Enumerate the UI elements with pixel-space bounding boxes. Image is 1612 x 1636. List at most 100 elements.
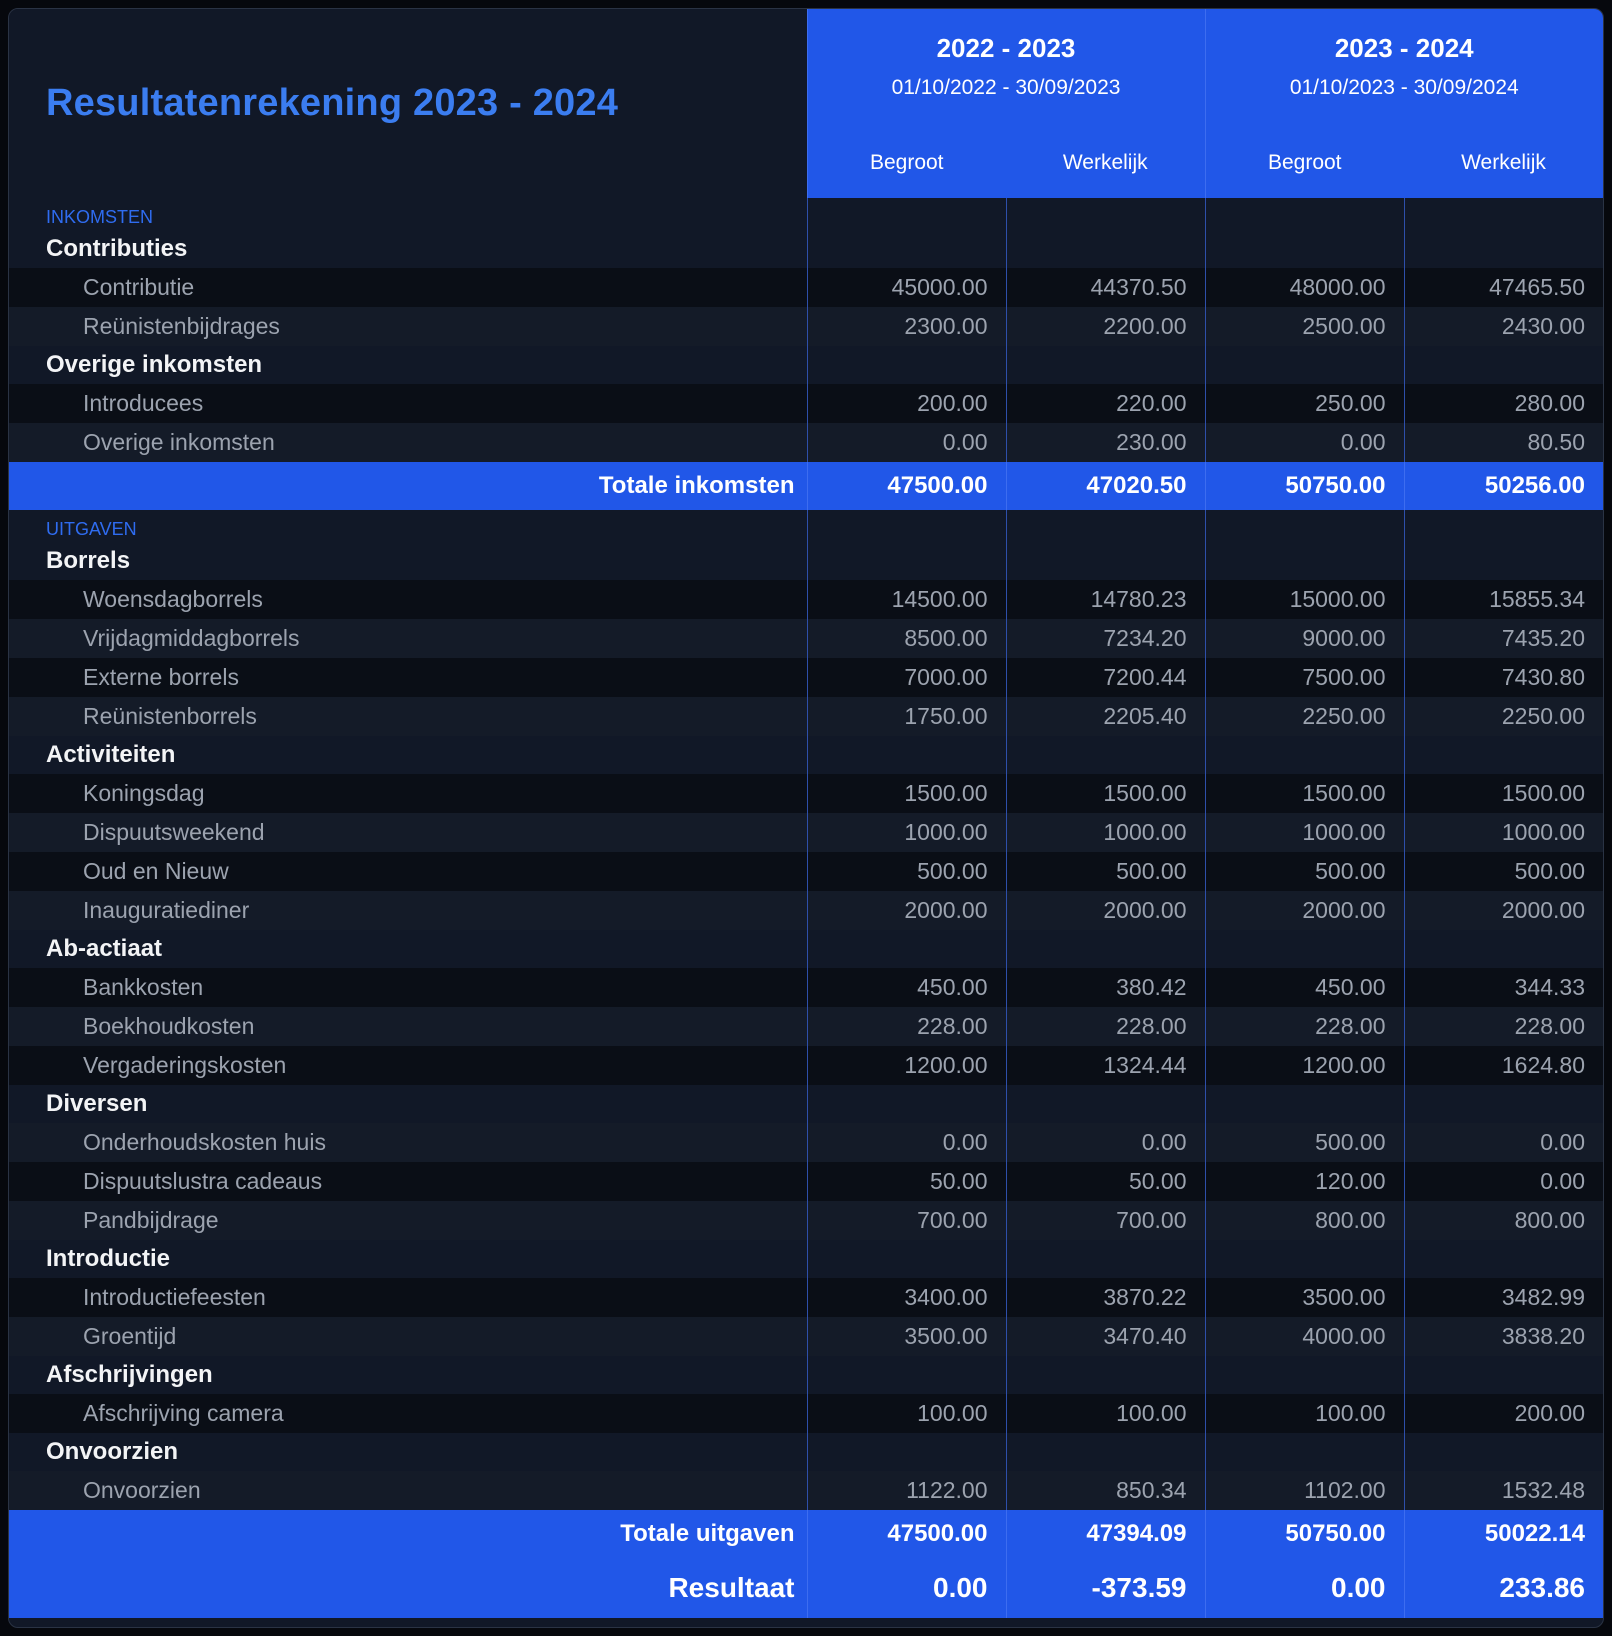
item-label: Vrijdagmiddagborrels: [9, 619, 807, 658]
group-row: Overige inkomsten: [9, 346, 1603, 384]
amount-cell: 44370.50: [1005, 268, 1205, 307]
amount-cell: 100.00: [1204, 1394, 1404, 1433]
section-label: UITGAVEN: [46, 519, 137, 539]
table-row: Overige inkomsten 0.00 230.00 0.00 80.50: [9, 423, 1603, 462]
empty-cell: [1204, 542, 1404, 580]
income-total-row: Totale inkomsten 47500.00 47020.50 50750.00…: [9, 462, 1603, 510]
group-row: Diversen: [9, 1085, 1603, 1123]
total-amount: 47394.09: [1005, 1510, 1205, 1558]
item-label: Woensdagborrels: [9, 580, 807, 619]
result-row: Resultaat 0.00 -373.59 0.00 233.86: [9, 1558, 1603, 1618]
amount-cell: 100.00: [806, 1394, 1006, 1433]
amount-cell: 1624.80: [1403, 1046, 1603, 1085]
empty-cell: [1005, 510, 1205, 542]
table-row: Woensdagborrels 14500.00 14780.23 15000.00 1…: [9, 580, 1603, 619]
empty-cell: [1005, 346, 1205, 384]
amount-cell: 280.00: [1403, 384, 1603, 423]
amount-cell: 3838.20: [1403, 1317, 1603, 1356]
empty-cell: [806, 736, 1006, 774]
empty-cell: [1403, 346, 1603, 384]
item-label: Oud en Nieuw: [9, 852, 807, 891]
empty-cell: [1204, 736, 1404, 774]
page-title: Resultatenrekening 2023 - 2024: [46, 82, 619, 124]
group-row: Contributies: [9, 230, 1603, 268]
amount-cell: 500.00: [806, 852, 1006, 891]
table-row: Vrijdagmiddagborrels 8500.00 7234.20 9000.0…: [9, 619, 1603, 658]
empty-cell: [1403, 510, 1603, 542]
income-statement-table: Resultatenrekening 2023 - 2024 2022 - 20…: [9, 9, 1603, 1618]
period-name: 2022 - 2023: [936, 33, 1076, 63]
amount-cell: 7430.80: [1403, 658, 1603, 697]
amount-cell: 0.00: [806, 423, 1006, 462]
amount-cell: 450.00: [806, 968, 1006, 1007]
amount-cell: 500.00: [1005, 852, 1205, 891]
group-row: Activiteiten: [9, 736, 1603, 774]
empty-cell: [806, 1356, 1006, 1394]
total-amount: 50750.00: [1204, 462, 1404, 510]
table-row: Reünistenbijdrages 2300.00 2200.00 2500.00 2…: [9, 307, 1603, 346]
empty-cell: [1204, 230, 1404, 268]
amount-cell: 2000.00: [1005, 891, 1205, 930]
amount-cell: 0.00: [1403, 1162, 1603, 1201]
amount-cell: 380.42: [1005, 968, 1205, 1007]
column-header-begroot: Begroot: [806, 137, 1006, 198]
amount-cell: 2205.40: [1005, 697, 1205, 736]
empty-cell: [806, 510, 1006, 542]
group-label: Activiteiten: [46, 741, 176, 768]
amount-cell: 2250.00: [1403, 697, 1603, 736]
period-name: 2023 - 2024: [1334, 33, 1474, 63]
empty-cell: [1403, 542, 1603, 580]
amount-cell: 228.00: [1005, 1007, 1205, 1046]
empty-cell: [806, 1433, 1006, 1471]
empty-cell: [1204, 1433, 1404, 1471]
total-amount: 47020.50: [1005, 462, 1205, 510]
amount-cell: 3870.22: [1005, 1278, 1205, 1317]
item-label: Dispuutslustra cadeaus: [9, 1162, 807, 1201]
amount-cell: 7435.20: [1403, 619, 1603, 658]
total-label: Totale uitgaven: [9, 1510, 807, 1558]
empty-cell: [1005, 1433, 1205, 1471]
empty-cell: [1005, 1085, 1205, 1123]
empty-cell: [806, 930, 1006, 968]
group-row: Borrels: [9, 542, 1603, 580]
amount-cell: 230.00: [1005, 423, 1205, 462]
amount-cell: 700.00: [806, 1201, 1006, 1240]
amount-cell: 9000.00: [1204, 619, 1404, 658]
table-row: Introducees 200.00 220.00 250.00 280.00: [9, 384, 1603, 423]
table-row: Afschrijving camera 100.00 100.00 100.00 200…: [9, 1394, 1603, 1433]
empty-cell: [1005, 736, 1205, 774]
table-row: Contributie 45000.00 44370.50 48000.00 47465…: [9, 268, 1603, 307]
amount-cell: 250.00: [1204, 384, 1404, 423]
item-label: Koningsdag: [9, 774, 807, 813]
table-row: Onvoorzien 1122.00 850.34 1102.00 1532.48: [9, 1471, 1603, 1510]
empty-cell: [1005, 930, 1205, 968]
amount-cell: 850.34: [1005, 1471, 1205, 1510]
amount-cell: 2500.00: [1204, 307, 1404, 346]
empty-cell: [806, 1085, 1006, 1123]
section-label: INKOMSTEN: [46, 207, 154, 227]
empty-cell: [1005, 198, 1205, 230]
total-amount: 47500.00: [806, 1510, 1006, 1558]
empty-cell: [1403, 1433, 1603, 1471]
item-label: Inauguratiediner: [9, 891, 807, 930]
item-label: Reünistenborrels: [9, 697, 807, 736]
amount-cell: 47465.50: [1403, 268, 1603, 307]
group-row: Ab-actiaat: [9, 930, 1603, 968]
empty-cell: [1005, 230, 1205, 268]
table-row: Dispuutsweekend 1000.00 1000.00 1000.00 1000…: [9, 813, 1603, 852]
amount-cell: 0.00: [1403, 1123, 1603, 1162]
amount-cell: 500.00: [1403, 852, 1603, 891]
amount-cell: 3482.99: [1403, 1278, 1603, 1317]
amount-cell: 2000.00: [1204, 891, 1404, 930]
amount-cell: 2200.00: [1005, 307, 1205, 346]
empty-cell: [1403, 1356, 1603, 1394]
amount-cell: 15855.34: [1403, 580, 1603, 619]
table-row: Pandbijdrage 700.00 700.00 800.00 800.00: [9, 1201, 1603, 1240]
amount-cell: 1200.00: [1204, 1046, 1404, 1085]
section-uitgaven: UITGAVEN: [9, 510, 1603, 542]
table-row: Introductiefeesten 3400.00 3870.22 3500.00 3…: [9, 1278, 1603, 1317]
amount-cell: 3500.00: [1204, 1278, 1404, 1317]
empty-cell: [1204, 1356, 1404, 1394]
empty-cell: [1005, 1240, 1205, 1278]
table-row: Groentijd 3500.00 3470.40 4000.00 3838.20: [9, 1317, 1603, 1356]
